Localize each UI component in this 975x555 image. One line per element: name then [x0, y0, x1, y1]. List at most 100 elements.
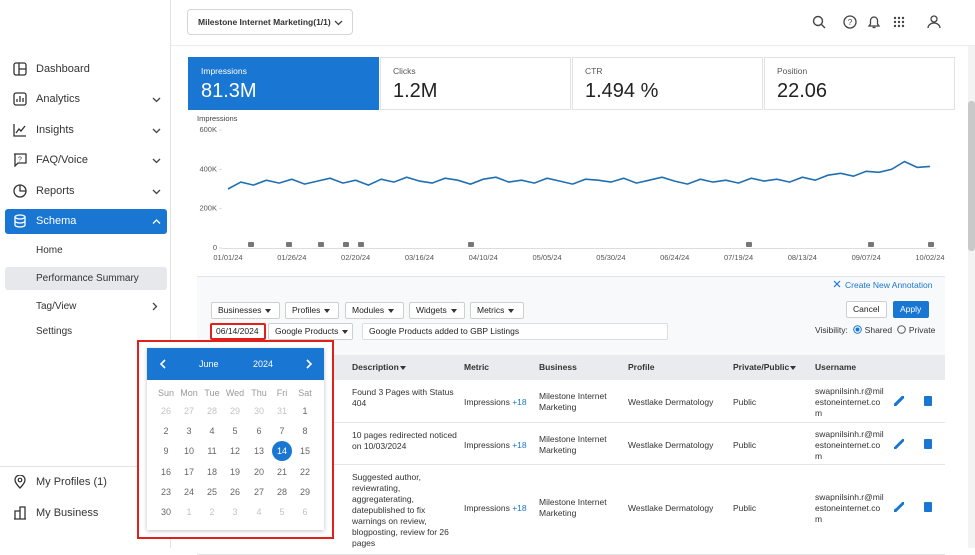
day[interactable]: 11 — [207, 446, 217, 456]
scroll-thumb[interactable] — [968, 101, 975, 251]
day[interactable]: 9 — [163, 446, 169, 456]
cancel-button[interactable]: Cancel — [846, 301, 887, 318]
filter-button[interactable]: Modules — [345, 302, 404, 319]
edit-icon[interactable] — [894, 502, 904, 512]
day[interactable]: 19 — [229, 467, 240, 477]
filter-button[interactable]: Profiles — [285, 302, 339, 319]
username-cell: swapnilsinh.r@milestoneinternet.com — [815, 386, 884, 418]
day[interactable]: 16 — [160, 467, 171, 477]
sub-nav-item[interactable]: Home — [5, 239, 167, 262]
delete-icon[interactable] — [924, 396, 932, 406]
day[interactable]: 27 — [253, 487, 264, 497]
annotation-flags — [248, 242, 934, 247]
description-cell: 10 pages redirected noticed on 10/03/202… — [352, 430, 457, 451]
radio[interactable] — [897, 325, 907, 334]
day[interactable]: 18 — [206, 467, 217, 477]
annotation-text-input[interactable]: Google Products added to GBP Listings — [362, 323, 668, 340]
filter-button[interactable]: Metrics — [470, 302, 524, 319]
nav-item[interactable]: Analytics — [5, 87, 167, 112]
delete-icon[interactable] — [924, 502, 932, 512]
day[interactable]: 5 — [232, 426, 238, 436]
day[interactable]: 7 — [279, 426, 285, 436]
day[interactable]: 5 — [279, 507, 285, 517]
radio-label: Shared — [864, 325, 893, 335]
filter-button[interactable]: Businesses — [211, 302, 280, 319]
day[interactable]: 24 — [183, 487, 194, 497]
metric-card[interactable]: CTR 1.494 % — [572, 57, 763, 110]
metric-change: +18 — [512, 503, 527, 513]
nav-item[interactable]: My Business — [5, 501, 167, 526]
day[interactable]: 3 — [186, 426, 192, 436]
day[interactable]: 30 — [253, 406, 264, 416]
day[interactable]: 4 — [209, 426, 215, 436]
next-month[interactable] — [304, 359, 313, 369]
day[interactable]: 27 — [183, 406, 194, 416]
product-select[interactable]: Google Products — [268, 323, 353, 340]
day[interactable]: 6 — [302, 507, 308, 517]
nav-item[interactable]: Insights — [5, 118, 167, 143]
day[interactable]: 3 — [232, 507, 238, 517]
day[interactable]: 25 — [206, 487, 217, 497]
day[interactable]: 17 — [183, 467, 194, 477]
day[interactable]: 4 — [256, 507, 262, 517]
day[interactable]: 2 — [163, 426, 169, 436]
metric-cell: Impressions +18 — [464, 440, 527, 451]
sub-nav-item[interactable]: Tag/View — [5, 295, 167, 318]
filter-button[interactable]: Widgets — [409, 302, 465, 319]
apply-button[interactable]: Apply — [893, 301, 929, 318]
day[interactable]: 28 — [206, 406, 217, 416]
account-selector[interactable]: Milestone Internet Marketing(1/1) — [187, 9, 353, 35]
day[interactable]: 22 — [299, 467, 310, 477]
weekday-label: Fri — [276, 388, 288, 398]
day[interactable]: 20 — [253, 467, 264, 477]
day[interactable]: 8 — [302, 426, 308, 436]
calendar-header: June 2024 — [147, 348, 324, 380]
metric-label: Clicks — [393, 66, 416, 76]
description-cell: Suggested author, reviewrating, aggregat… — [352, 472, 449, 548]
day[interactable]: 6 — [256, 426, 262, 436]
day[interactable]: 29 — [229, 406, 240, 416]
scrollbar[interactable] — [968, 46, 975, 548]
nav-label: Insights — [36, 124, 74, 136]
nav-item[interactable]: Dashboard — [5, 57, 167, 82]
day[interactable]: 21 — [276, 467, 287, 477]
date-input[interactable]: 06/14/2024 — [210, 323, 266, 340]
metric-card[interactable]: Clicks 1.2M — [380, 57, 571, 110]
day[interactable]: 28 — [276, 487, 287, 497]
day[interactable]: 15 — [299, 446, 310, 456]
day[interactable]: 12 — [229, 446, 240, 456]
day[interactable]: 26 — [229, 487, 240, 497]
series-line — [227, 160, 931, 190]
sub-nav-label: Home — [36, 245, 63, 256]
day-selected[interactable]: 14 — [272, 441, 292, 461]
day[interactable]: 10 — [183, 446, 194, 456]
day[interactable]: 29 — [299, 487, 310, 497]
sub-nav-item[interactable]: Settings — [5, 320, 167, 343]
toolbar-icons[interactable]: ? — [811, 14, 951, 32]
day[interactable]: 23 — [160, 487, 171, 497]
day[interactable]: 2 — [209, 507, 215, 517]
metric-name: Impressions — [464, 503, 510, 513]
nav-item[interactable]: ? FAQ/Voice — [5, 148, 167, 173]
delete-icon[interactable] — [924, 439, 932, 449]
create-annotation-link[interactable]: Create New Annotation — [833, 280, 932, 290]
day[interactable]: 13 — [253, 446, 264, 456]
day[interactable]: 1 — [186, 507, 192, 517]
nav-item[interactable]: My Profiles (1) — [5, 470, 167, 495]
nav-item-active[interactable]: Schema — [5, 209, 167, 234]
nav-item[interactable]: Reports — [5, 179, 167, 204]
metric-value: 22.06 — [777, 80, 828, 102]
metric-card[interactable]: Position 22.06 — [764, 57, 955, 110]
day[interactable]: 31 — [276, 406, 287, 416]
day[interactable]: 26 — [160, 406, 171, 416]
metric-card-active[interactable]: Impressions 81.3M — [188, 57, 379, 110]
sub-nav-item-active[interactable]: Performance Summary — [5, 267, 167, 290]
edit-icon[interactable] — [894, 439, 904, 449]
column-header: Private/Public — [733, 355, 797, 380]
day[interactable]: 30 — [160, 507, 171, 517]
prev-month[interactable] — [159, 359, 168, 369]
day[interactable]: 1 — [302, 406, 308, 416]
radio-selected[interactable] — [853, 325, 863, 334]
nav-label: Reports — [36, 185, 75, 197]
edit-icon[interactable] — [894, 396, 904, 406]
